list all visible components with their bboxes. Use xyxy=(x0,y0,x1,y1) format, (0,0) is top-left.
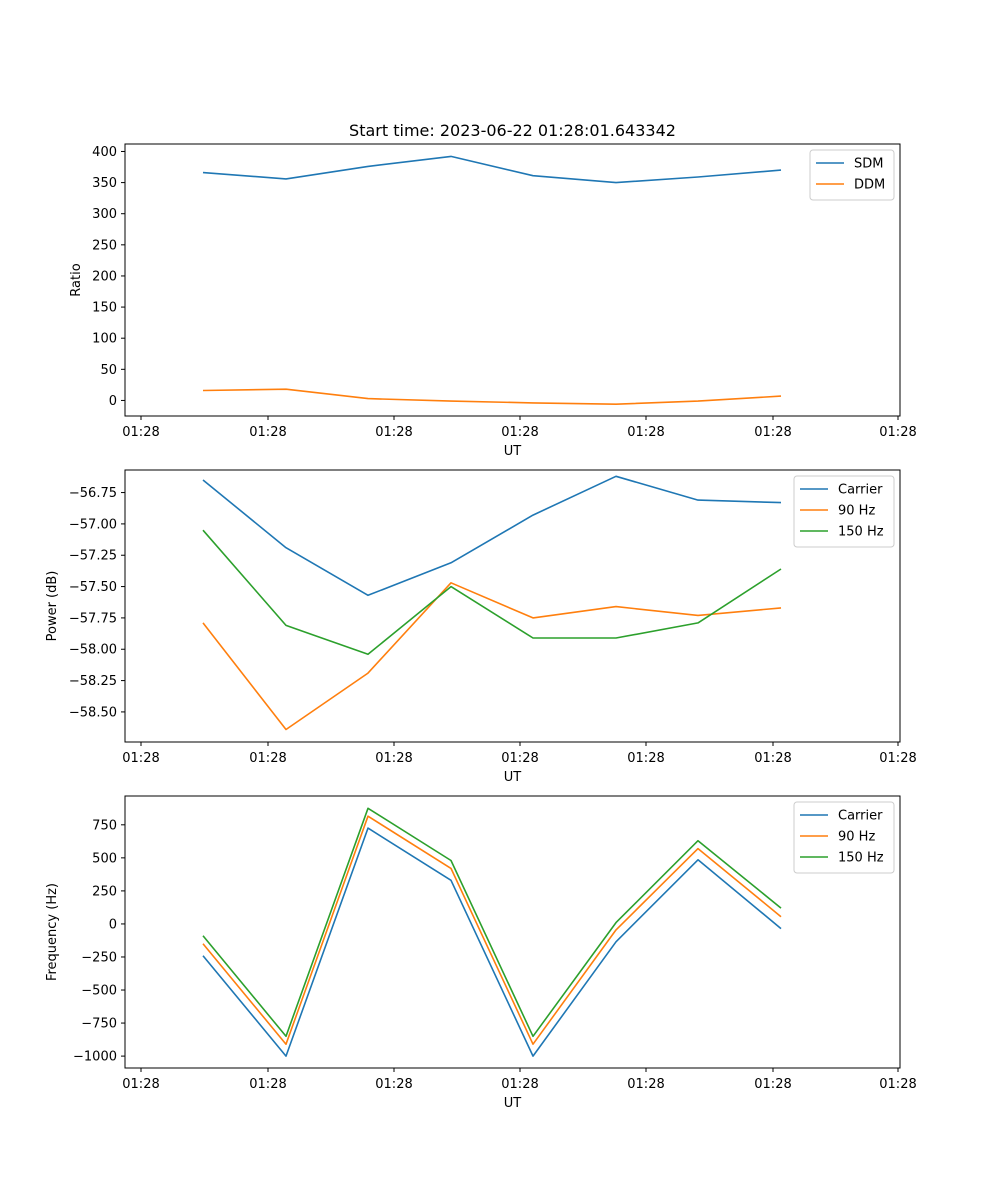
x-tick-label: 01:28 xyxy=(501,425,538,440)
x-tick-label: 01:28 xyxy=(501,751,538,766)
x-tick-label: 01:28 xyxy=(375,751,412,766)
series-line-150-hz xyxy=(202,807,782,1038)
x-axis-label: UT xyxy=(504,1096,522,1111)
y-tick-label: 400 xyxy=(92,145,117,160)
x-tick-label: 01:28 xyxy=(501,1077,538,1092)
y-tick-label: 150 xyxy=(92,301,117,316)
y-tick-label: −56.75 xyxy=(69,486,117,501)
x-tick-label: 01:28 xyxy=(122,425,159,440)
legend-label: SDM xyxy=(854,157,883,172)
x-tick-label: 01:28 xyxy=(249,425,286,440)
y-axis-label: Frequency (Hz) xyxy=(45,883,60,981)
plot-area-3 xyxy=(124,795,901,1069)
x-tick-label: 01:28 xyxy=(122,751,159,766)
plot-area-1 xyxy=(124,143,901,417)
chart-title: Start time: 2023-06-22 01:28:01.643342 xyxy=(349,121,676,140)
x-tick-label: 01:28 xyxy=(375,1077,412,1092)
x-tick-label: 01:28 xyxy=(879,1077,916,1092)
y-tick-label: −250 xyxy=(81,950,117,965)
y-tick-label: −57.25 xyxy=(69,549,117,564)
legend-box xyxy=(793,475,895,548)
y-tick-label: 300 xyxy=(92,207,117,222)
y-tick-label: 100 xyxy=(92,332,117,347)
x-tick-label: 01:28 xyxy=(754,751,791,766)
x-tick-label: 01:28 xyxy=(627,751,664,766)
y-tick-label: −57.00 xyxy=(69,517,117,532)
y-tick-label: −57.50 xyxy=(69,580,117,595)
y-tick-label: 500 xyxy=(92,851,117,866)
plot-area-2 xyxy=(124,469,901,743)
x-tick-label: 01:28 xyxy=(754,425,791,440)
x-tick-label: 01:28 xyxy=(879,425,916,440)
x-tick-label: 01:28 xyxy=(627,425,664,440)
legend-label: Carrier xyxy=(838,483,883,498)
x-tick-label: 01:28 xyxy=(249,1077,286,1092)
x-tick-label: 01:28 xyxy=(375,425,412,440)
legend-label: DDM xyxy=(854,178,885,193)
y-tick-label: 250 xyxy=(92,884,117,899)
series-line-carrier xyxy=(202,475,782,597)
legend-box xyxy=(793,801,895,874)
y-tick-label: −500 xyxy=(81,984,117,999)
legend-label: 150 Hz xyxy=(838,851,884,866)
y-tick-label: 50 xyxy=(100,363,117,378)
x-tick-label: 01:28 xyxy=(249,751,286,766)
y-tick-label: −57.75 xyxy=(69,611,117,626)
y-tick-label: −1000 xyxy=(73,1050,117,1065)
series-line-90-hz xyxy=(202,815,782,1045)
y-tick-label: 200 xyxy=(92,269,117,284)
y-tick-label: 350 xyxy=(92,176,117,191)
legend-label: 90 Hz xyxy=(838,830,875,845)
x-tick-label: 01:28 xyxy=(627,1077,664,1092)
y-tick-label: −58.50 xyxy=(69,705,117,720)
series-line-sdm xyxy=(202,155,782,184)
series-line-carrier xyxy=(202,827,782,1057)
legend-label: 90 Hz xyxy=(838,504,875,519)
y-tick-label: 0 xyxy=(109,394,117,409)
x-axis-label: UT xyxy=(504,770,522,785)
series-line-ddm xyxy=(202,388,782,406)
y-tick-label: −750 xyxy=(81,1017,117,1032)
y-tick-label: 0 xyxy=(109,917,117,932)
y-axis-label: Ratio xyxy=(69,263,84,296)
x-tick-label: 01:28 xyxy=(879,751,916,766)
series-line-90-hz xyxy=(202,581,782,731)
x-tick-label: 01:28 xyxy=(122,1077,159,1092)
series-line-150-hz xyxy=(202,529,782,656)
x-tick-label: 01:28 xyxy=(754,1077,791,1092)
legend-label: Carrier xyxy=(838,809,883,824)
y-tick-label: −58.00 xyxy=(69,643,117,658)
y-tick-label: 750 xyxy=(92,818,117,833)
y-tick-label: −58.25 xyxy=(69,674,117,689)
y-tick-label: 250 xyxy=(92,238,117,253)
x-axis-label: UT xyxy=(504,444,522,459)
y-axis-label: Power (dB) xyxy=(45,571,60,642)
legend-label: 150 Hz xyxy=(838,525,884,540)
